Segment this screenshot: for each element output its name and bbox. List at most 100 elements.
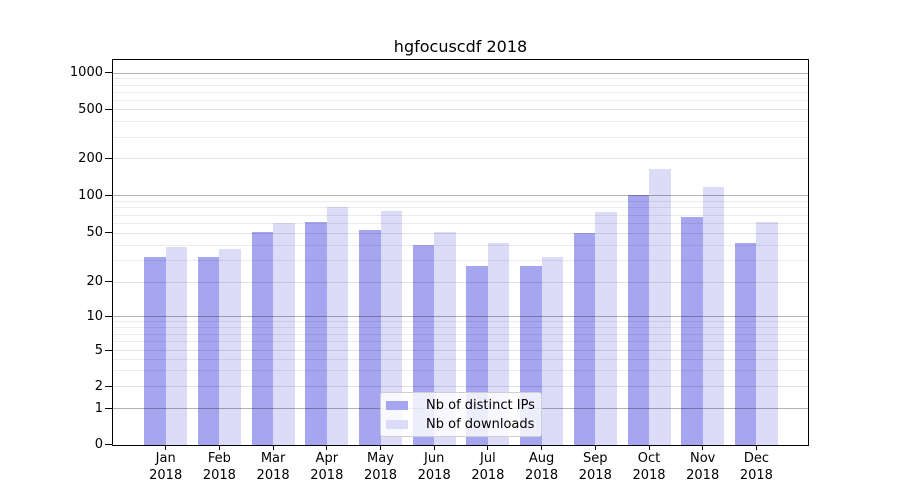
x-tick-month: Jan [155, 451, 176, 466]
x-tick-year: 2018 [310, 467, 344, 483]
x-tick-year: 2018 [256, 467, 290, 483]
x-tick-mark-jun [433, 445, 435, 450]
x-tick-mark-sep [594, 445, 596, 450]
x-tick-label-dec: Dec 2018 [728, 451, 784, 484]
legend-swatch-downloads [386, 420, 408, 429]
x-tick-label-jul: Jul 2018 [460, 451, 516, 484]
y-tick-label-50: 50 [86, 225, 103, 241]
x-tick-year: 2018 [149, 467, 183, 483]
x-tick-mark-mar [272, 445, 274, 450]
y-tick-label-20: 20 [86, 274, 103, 290]
x-tick-month: Aug [528, 451, 555, 466]
y-tick-label-5: 5 [94, 342, 103, 358]
y-tick-label-1000: 1000 [69, 65, 103, 81]
legend-row-downloads: Nb of downloads [381, 415, 541, 434]
bar-downloads-sep [595, 212, 617, 445]
bar-ips-jan [144, 256, 166, 445]
x-tick-mark-feb [218, 445, 220, 450]
x-tick-mark-aug [541, 445, 543, 450]
x-tick-year: 2018 [739, 467, 773, 483]
bar-downloads-jan [165, 247, 188, 445]
y-tick-label-100: 100 [78, 187, 103, 203]
bar-ips-sep [573, 232, 596, 445]
bar-layer [113, 60, 808, 445]
y-tick-mark-500 [105, 108, 112, 110]
x-tick-label-aug: Aug 2018 [514, 451, 570, 484]
legend-label-downloads: Nb of downloads [426, 417, 535, 432]
bar-ips-dec [734, 243, 757, 445]
y-tick-label-200: 200 [78, 150, 103, 166]
x-tick-year: 2018 [202, 467, 236, 483]
x-tick-label-nov: Nov 2018 [675, 451, 731, 484]
x-tick-year: 2018 [632, 467, 666, 483]
x-tick-label-apr: Apr 2018 [299, 451, 355, 484]
x-tick-mark-nov [702, 445, 704, 450]
x-tick-label-oct: Oct 2018 [621, 451, 677, 484]
x-tick-mark-dec [755, 445, 757, 450]
y-tick-mark-10 [105, 315, 112, 317]
y-tick-mark-100 [105, 194, 112, 196]
y-tick-mark-20 [105, 281, 112, 283]
y-tick-mark-0 [105, 443, 112, 445]
x-tick-label-jan: Jan 2018 [138, 451, 194, 484]
y-tick-mark-2 [105, 385, 112, 387]
x-tick-label-sep: Sep 2018 [567, 451, 623, 484]
y-tick-label-10: 10 [86, 308, 103, 324]
legend-swatch-distinct-ips [386, 401, 408, 410]
x-tick-label-mar: Mar 2018 [245, 451, 301, 484]
bar-ips-feb [197, 256, 220, 445]
x-tick-label-may: May 2018 [353, 451, 409, 484]
x-tick-month: Jun [424, 451, 445, 466]
legend: Nb of distinct IPs Nb of downloads [380, 392, 542, 437]
x-tick-month: Dec [743, 451, 769, 466]
x-tick-mark-apr [326, 445, 328, 450]
x-tick-label-jun: Jun 2018 [406, 451, 462, 484]
x-tick-mark-jul [487, 445, 489, 450]
bar-ips-may [359, 229, 381, 445]
x-tick-mark-oct [648, 445, 650, 450]
y-tick-label-2: 2 [94, 378, 103, 394]
x-tick-month: Sep [583, 451, 608, 466]
y-tick-label-1: 1 [94, 400, 103, 416]
bar-ips-nov [681, 216, 703, 445]
plot-area [112, 59, 809, 446]
x-tick-label-feb: Feb 2018 [191, 451, 247, 484]
bar-downloads-feb [219, 248, 241, 445]
bar-downloads-mar [273, 222, 295, 445]
y-tick-mark-5 [105, 349, 112, 351]
y-tick-mark-50 [105, 232, 112, 234]
x-tick-mark-jan [165, 445, 167, 450]
legend-label-distinct-ips: Nb of distinct IPs [426, 398, 535, 413]
x-tick-year: 2018 [578, 467, 612, 483]
chart-title: hgfocuscdf 2018 [393, 37, 528, 56]
bar-downloads-aug [541, 256, 564, 445]
x-tick-month: Jul [480, 451, 496, 466]
x-tick-year: 2018 [417, 467, 451, 483]
bar-downloads-dec [756, 222, 778, 445]
bar-ips-mar [251, 231, 274, 445]
x-tick-year: 2018 [525, 467, 559, 483]
x-tick-month: Apr [315, 451, 339, 466]
bar-downloads-oct [649, 168, 671, 445]
legend-row-distinct-ips: Nb of distinct IPs [381, 396, 541, 415]
y-tick-mark-200 [105, 157, 112, 159]
x-tick-year: 2018 [363, 467, 398, 483]
y-tick-label-500: 500 [78, 101, 103, 117]
bar-downloads-jun [434, 231, 456, 445]
x-tick-month: Mar [260, 451, 286, 466]
x-tick-year: 2018 [471, 467, 505, 483]
x-tick-month: Oct [637, 451, 661, 466]
bar-ips-oct [627, 195, 649, 445]
x-tick-month: Nov [690, 451, 716, 466]
bar-downloads-apr [326, 207, 349, 445]
x-tick-month: Feb [207, 451, 231, 466]
bar-ips-apr [305, 222, 327, 445]
bar-downloads-nov [702, 186, 725, 445]
y-tick-mark-1 [105, 407, 112, 409]
x-tick-year: 2018 [686, 467, 720, 483]
y-tick-mark-1000 [105, 72, 112, 74]
x-tick-month: May [367, 451, 394, 466]
y-tick-label-0: 0 [94, 436, 103, 452]
x-tick-mark-may [380, 445, 381, 450]
